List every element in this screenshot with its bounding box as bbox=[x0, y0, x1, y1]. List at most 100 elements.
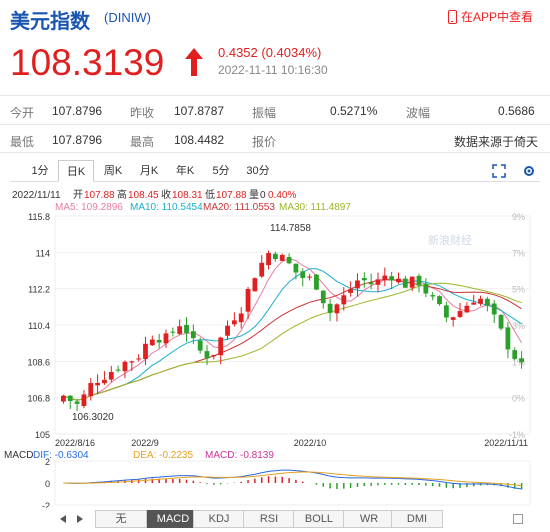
price-change: 0.4352 (0.4034%) bbox=[218, 45, 322, 60]
indicator-kdj-button[interactable]: KDJ bbox=[193, 510, 245, 528]
candle-body bbox=[129, 361, 135, 363]
tab-5min[interactable]: 5分 bbox=[212, 165, 230, 177]
macd-lines bbox=[63, 469, 522, 490]
tab-1min[interactable]: 1分 bbox=[31, 165, 49, 177]
candle-body bbox=[115, 369, 121, 371]
indicator-boll-button[interactable]: BOLL bbox=[293, 510, 345, 528]
scroll-left-icon[interactable] bbox=[58, 514, 68, 524]
info-high: 108.45 bbox=[128, 190, 159, 201]
candle-body bbox=[81, 394, 87, 407]
fullscreen-icon[interactable] bbox=[492, 164, 506, 178]
info-close: 108.31 bbox=[172, 190, 203, 201]
ma30-line bbox=[63, 282, 522, 401]
candle-body bbox=[190, 331, 196, 339]
indicator-dmi-button[interactable]: DMI bbox=[391, 510, 443, 528]
y-right-tick-label: 7% bbox=[512, 248, 525, 258]
info-date: 2022/11/11 bbox=[12, 190, 61, 201]
candle-body bbox=[231, 320, 237, 325]
y-tick-label: 108.6 bbox=[27, 357, 50, 367]
y-tick-label: 112.2 bbox=[28, 285, 50, 295]
tab-30min[interactable]: 30分 bbox=[246, 165, 270, 177]
candle-body bbox=[184, 324, 189, 334]
page-title: 美元指数 bbox=[10, 11, 90, 33]
candle-body bbox=[136, 358, 142, 360]
candle-body bbox=[314, 274, 319, 290]
candle-body bbox=[320, 290, 326, 304]
candle-body bbox=[478, 298, 483, 304]
stat-value: 107.8796 bbox=[52, 133, 103, 147]
candle-body bbox=[471, 302, 477, 305]
up-arrow-icon bbox=[185, 48, 203, 76]
open-in-app-label: 在APP中查看 bbox=[461, 10, 534, 24]
candle-body bbox=[238, 313, 244, 323]
candle-body bbox=[334, 304, 340, 314]
y-tick-label: 114 bbox=[36, 248, 50, 258]
macd-tick-label: 0 bbox=[45, 479, 50, 489]
settings-icon[interactable] bbox=[522, 164, 536, 178]
stat-value: 108.4482 bbox=[174, 133, 225, 147]
candle-body bbox=[519, 358, 524, 363]
stat-value: 0.5271% bbox=[330, 104, 378, 118]
candle-body bbox=[389, 276, 395, 281]
grid-lines bbox=[55, 251, 530, 399]
y-tick-label: 105 bbox=[35, 430, 50, 440]
y-axis-right: 9% 7% 5% 3% 1% 0% -1% bbox=[509, 212, 525, 440]
indicator-wr-button[interactable]: WR bbox=[343, 510, 395, 528]
indicator-none-button[interactable]: 无 bbox=[95, 510, 147, 528]
candle-body bbox=[108, 372, 114, 380]
tab-yearly[interactable]: 年K bbox=[175, 165, 195, 177]
legend-ma30: MA30: 111.4897 bbox=[279, 202, 351, 213]
candle-body bbox=[279, 254, 285, 261]
stat-label: 今开 bbox=[10, 106, 35, 120]
info-vol-label: 量 bbox=[249, 189, 259, 201]
candle-body bbox=[443, 305, 449, 318]
quote-time: 2022-11-11 10:16:30 bbox=[218, 63, 328, 77]
indicator-rsi-button[interactable]: RSI bbox=[243, 510, 295, 528]
stat-label: 振幅 bbox=[252, 106, 277, 120]
candle-body bbox=[273, 253, 278, 260]
candle-body bbox=[375, 279, 381, 285]
tab-monthly[interactable]: 月K bbox=[139, 165, 159, 177]
candle-body bbox=[225, 325, 230, 336]
stat-value: 0.5686 bbox=[498, 104, 535, 118]
info-pct: 0.40% bbox=[268, 190, 296, 201]
candle-body bbox=[88, 383, 94, 397]
candle-body bbox=[259, 262, 265, 277]
macd-tick-label: 2 bbox=[45, 457, 50, 467]
y-axis: 115.8 114 112.2 110.4 108.6 106.8 105 bbox=[27, 212, 50, 440]
candle-body bbox=[252, 278, 258, 292]
candle-body bbox=[293, 263, 299, 273]
candle-body bbox=[211, 354, 217, 357]
candle-body bbox=[67, 395, 73, 402]
ma10-line bbox=[63, 268, 522, 401]
info-high-label: 高 bbox=[117, 188, 127, 201]
kline-chart[interactable]: 2022/11/11 开 107.88 高 108.45 收 108.31 低 … bbox=[0, 182, 550, 508]
indicator-macd-button[interactable]: MACD bbox=[147, 510, 199, 528]
y-right-tick-label: 0% bbox=[512, 394, 525, 404]
candle-body bbox=[266, 253, 271, 266]
candle-body bbox=[218, 337, 224, 356]
candle-body bbox=[163, 333, 169, 344]
period-tabs: 1分 日K 周K 月K 年K 5分 30分 bbox=[10, 160, 540, 182]
stat-value: 107.8796 bbox=[52, 104, 103, 118]
current-price: 108.3139 bbox=[10, 42, 165, 83]
info-low-label: 低 bbox=[205, 188, 215, 201]
tab-daily[interactable]: 日K bbox=[58, 160, 94, 182]
candle-body bbox=[512, 350, 518, 359]
scroll-handle[interactable] bbox=[513, 514, 523, 524]
scroll-right-icon[interactable] bbox=[75, 514, 85, 524]
x-tick-label: 2022/9 bbox=[131, 438, 159, 448]
macd-tick-label: -2 bbox=[42, 501, 50, 508]
stat-value: 107.8787 bbox=[174, 104, 225, 118]
candle-body bbox=[423, 283, 429, 294]
candle-body bbox=[416, 275, 422, 286]
candle-body bbox=[498, 314, 504, 329]
candle-body bbox=[143, 343, 148, 359]
macd-axis: 2 0 -2 bbox=[42, 457, 50, 508]
tab-weekly[interactable]: 周K bbox=[103, 165, 123, 177]
candle-body bbox=[361, 278, 367, 281]
candle-body bbox=[348, 289, 354, 293]
open-in-app-link[interactable]: 在APP中查看 bbox=[448, 8, 533, 25]
ma5-line bbox=[63, 258, 523, 401]
stat-label: 波幅 bbox=[406, 106, 431, 120]
